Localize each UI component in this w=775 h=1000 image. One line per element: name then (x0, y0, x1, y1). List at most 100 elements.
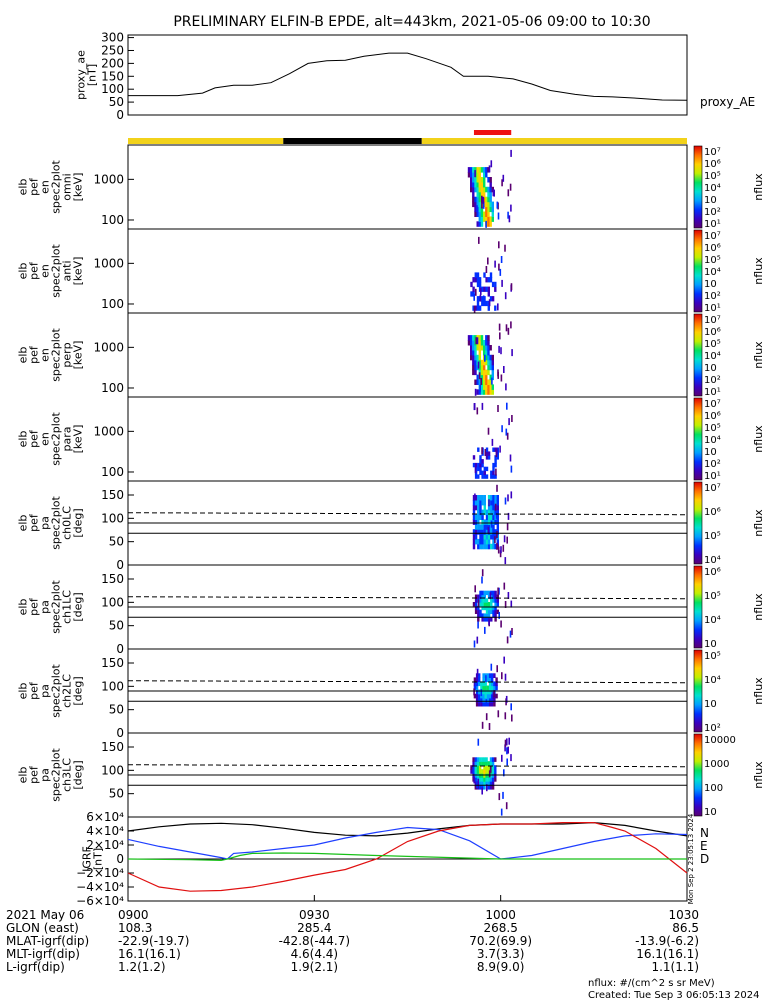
y-axis-label: elbpefenspec2plotpara[keV] (17, 412, 85, 466)
colorbar-anti (694, 230, 702, 312)
heatmap-cell (477, 345, 479, 351)
heatmap-cell (488, 291, 490, 296)
heatmap-sparse-bin (511, 415, 513, 422)
heatmap-cell (490, 384, 492, 390)
y-axis-label: elbpefenspec2plotomni[keV] (17, 160, 85, 214)
proxy-ae-legend: proxy_AE (700, 95, 755, 109)
heatmap-cell (479, 282, 481, 287)
heatmap-cell (481, 591, 483, 595)
colorbar-tick-label: 10¹ (704, 219, 721, 230)
y-tick-label: −4×10⁴ (76, 880, 124, 894)
heatmap-cell (475, 529, 477, 535)
heatmap-cell (472, 187, 474, 193)
heatmap-cell (481, 524, 483, 530)
heatmap-cell (492, 524, 494, 530)
heatmap-cell (485, 277, 487, 282)
heatmap-cell (487, 355, 489, 361)
heatmap-sparse-bin (501, 755, 503, 762)
heatmap-cell (485, 340, 487, 346)
panels-group: 300250200150100500proxy_ae[nT]proxy_AE10… (17, 31, 766, 908)
heatmap-cell (484, 534, 486, 540)
heatmap-cell (477, 375, 479, 381)
heatmap-cell (485, 301, 487, 306)
heatmap-cell (477, 467, 479, 471)
heatmap-cell (490, 365, 492, 371)
heatmap-sparse-bin (474, 170, 476, 177)
heatmap-sparse-bin (501, 280, 503, 287)
heatmap-cell (479, 544, 481, 550)
heatmap-marks-anti (470, 237, 512, 313)
heatmap-sparse-bin (475, 289, 477, 296)
heatmap-sparse-bin (497, 303, 499, 310)
heatmap-sparse-bin (477, 337, 479, 344)
heatmap-cell (490, 529, 492, 535)
heatmap-cell (475, 519, 477, 525)
heatmap-cell (490, 610, 492, 614)
y-tick-label: 0 (116, 852, 124, 866)
heatmap-cell (477, 529, 479, 535)
heatmap-cell (477, 544, 479, 550)
x-axis-value: 3.7(3.3) (477, 947, 525, 961)
heatmap-cell (486, 451, 488, 455)
heatmap-cell (487, 207, 489, 213)
heatmap-cell (487, 389, 489, 395)
colorbar-tick-label: 10⁵ (704, 531, 721, 542)
heatmap-sparse-bin (475, 466, 477, 473)
heatmap-cell (472, 370, 474, 376)
y-axis-label-line: [keV] (72, 425, 85, 454)
heatmap-sparse-bin (478, 779, 480, 786)
heatmap-sparse-bin (495, 469, 497, 476)
colorbar-tick-label: 100 (704, 783, 723, 794)
heatmap-cell (487, 187, 489, 193)
heatmap-cell (481, 474, 483, 478)
heatmap-cell (487, 673, 489, 678)
heatmap-cell (490, 389, 492, 395)
heatmap-cell (492, 296, 494, 301)
heatmap-cell (481, 370, 483, 376)
heatmap-cell (494, 495, 496, 501)
heatmap-cell (483, 212, 485, 218)
heatmap-cell (490, 777, 492, 782)
heatmap-cell (490, 221, 492, 227)
heatmap-cell (483, 769, 485, 774)
heatmap-cell (492, 474, 494, 478)
heatmap-cell (494, 459, 496, 463)
heatmap-sparse-bin (488, 618, 490, 625)
heatmap-cell (492, 467, 494, 471)
heatmap-sparse-bin (487, 258, 489, 265)
y-tick-label: 300 (101, 31, 124, 45)
created-note: Created: Tue Sep 3 06:05:13 2024 (588, 990, 760, 1000)
heatmap-cell (482, 702, 484, 707)
y-axis-label-line: [keV] (72, 173, 85, 202)
heatmap-cell (487, 360, 489, 366)
heatmap-sparse-bin (504, 583, 506, 590)
heatmap-sparse-bin (506, 802, 508, 809)
heatmap-cell (497, 598, 499, 602)
heatmap-sparse-bin (496, 485, 498, 492)
heatmap-sparse-bin (508, 189, 510, 196)
heatmap-sparse-bin (482, 403, 484, 410)
heatmap-cell (490, 277, 492, 282)
heatmap-cell (486, 474, 488, 478)
heatmap-cell (479, 524, 481, 530)
colorbar-tick-label: 10⁵ (704, 339, 721, 350)
heatmap-cell (481, 606, 483, 610)
heatmap-cell (477, 463, 479, 467)
heatmap-cell (492, 282, 494, 287)
heatmap-marks-para (473, 403, 513, 479)
heatmap-cell (479, 495, 481, 501)
heatmap-cell (492, 207, 494, 213)
heatmap-cell (473, 534, 475, 540)
y-tick-label: 100 (101, 213, 124, 227)
heatmap-sparse-bin (483, 297, 485, 304)
heatmap-cell (494, 606, 496, 610)
heatmap-cell (479, 221, 481, 227)
heatmap-cell (492, 777, 494, 782)
heatmap-cell (481, 459, 483, 463)
heatmap-cell (479, 306, 481, 311)
heatmap-cell (477, 617, 479, 621)
colorbar-label: nflux (752, 257, 765, 285)
heatmap-cell (484, 524, 486, 530)
heatmap-sparse-bin (504, 245, 506, 252)
heatmap-cell (479, 202, 481, 208)
